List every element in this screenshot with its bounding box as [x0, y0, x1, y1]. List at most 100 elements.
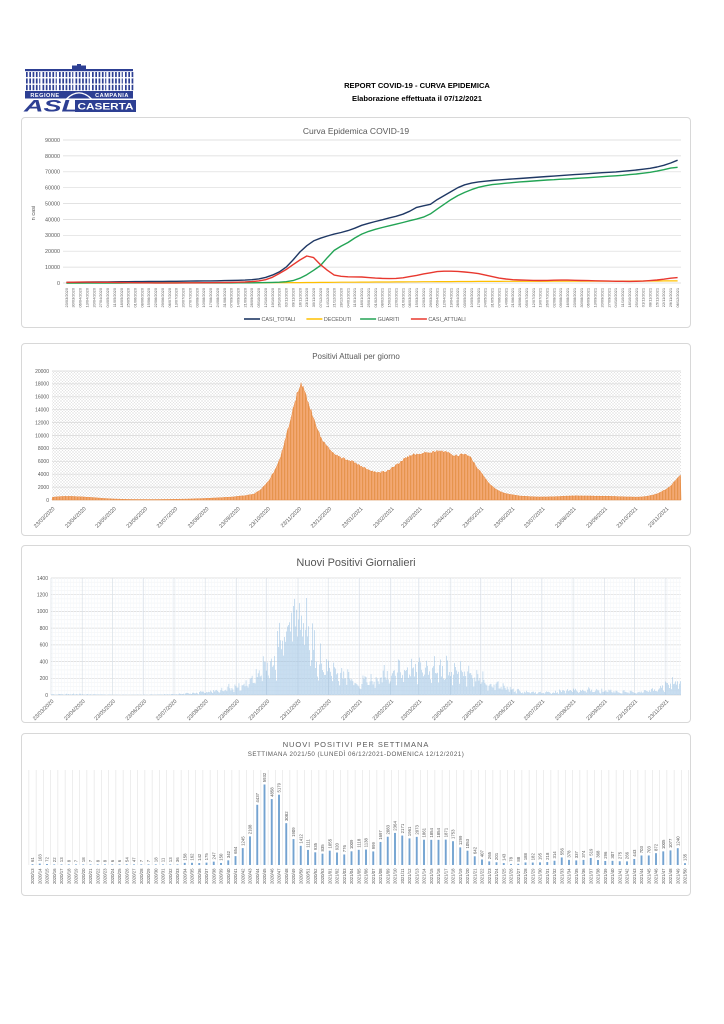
- svg-text:2020/31: 2020/31: [161, 868, 166, 884]
- svg-text:30/11/2020: 30/11/2020: [311, 287, 316, 307]
- svg-text:CASI_TOTALI: CASI_TOTALI: [262, 317, 296, 323]
- svg-text:23/01/2021: 23/01/2021: [340, 699, 363, 722]
- svg-text:28/09/2020: 28/09/2020: [249, 287, 254, 307]
- svg-text:2021/14: 2021/14: [422, 868, 427, 884]
- svg-text:1961: 1961: [407, 826, 412, 836]
- svg-text:19/07/2021: 19/07/2021: [538, 288, 543, 307]
- svg-text:19/10/2020: 19/10/2020: [270, 287, 275, 307]
- svg-text:2021/46: 2021/46: [654, 868, 659, 884]
- svg-text:2020/38: 2020/38: [211, 868, 216, 884]
- svg-text:09/08/2021: 09/08/2021: [558, 288, 563, 307]
- svg-text:26/10/2020: 26/10/2020: [277, 287, 282, 307]
- svg-text:23/11/2021: 23/11/2021: [647, 699, 670, 722]
- svg-text:776: 776: [342, 844, 347, 852]
- svg-text:22: 22: [52, 857, 57, 862]
- svg-text:1245: 1245: [240, 836, 245, 846]
- svg-text:2020/26: 2020/26: [124, 868, 129, 884]
- svg-text:23/12/2020: 23/12/2020: [310, 506, 333, 529]
- svg-text:1200: 1200: [37, 593, 48, 599]
- svg-text:2020/32: 2020/32: [168, 868, 173, 884]
- svg-text:01/03/2021: 01/03/2021: [400, 288, 405, 307]
- svg-text:2020/45: 2020/45: [262, 868, 267, 884]
- svg-text:2020/21: 2020/21: [88, 868, 93, 884]
- svg-text:18: 18: [81, 857, 86, 862]
- svg-text:6: 6: [110, 859, 115, 862]
- svg-text:15/06/2020: 15/06/2020: [146, 287, 151, 307]
- svg-text:1753: 1753: [451, 829, 456, 839]
- svg-text:16/11/2020: 16/11/2020: [297, 287, 302, 307]
- svg-text:11/10/2021: 11/10/2021: [620, 288, 625, 307]
- svg-text:06/12/2021: 06/12/2021: [675, 288, 680, 307]
- svg-text:6000: 6000: [38, 459, 49, 465]
- svg-text:1053: 1053: [465, 838, 470, 848]
- svg-text:8: 8: [95, 859, 100, 862]
- svg-text:12000: 12000: [35, 420, 49, 426]
- svg-text:54: 54: [124, 857, 129, 862]
- svg-text:2021/16: 2021/16: [436, 868, 441, 884]
- svg-text:2073: 2073: [414, 825, 419, 835]
- svg-text:1005: 1005: [661, 839, 666, 849]
- svg-text:2020/41: 2020/41: [233, 868, 238, 884]
- svg-text:Curva Epidemica COVID-19: Curva Epidemica COVID-19: [303, 126, 410, 136]
- svg-text:07/06/2021: 07/06/2021: [496, 288, 501, 307]
- svg-text:08/02/2021: 08/02/2021: [380, 288, 385, 307]
- svg-text:14/12/2020: 14/12/2020: [325, 287, 330, 307]
- svg-text:2020/36: 2020/36: [197, 868, 202, 884]
- svg-text:2020/50: 2020/50: [298, 868, 303, 884]
- svg-text:22/02/2021: 22/02/2021: [393, 288, 398, 307]
- svg-text:2171: 2171: [400, 823, 405, 833]
- svg-text:337: 337: [574, 850, 579, 858]
- svg-text:1400: 1400: [37, 576, 48, 582]
- svg-text:150: 150: [219, 853, 224, 861]
- svg-text:03/08/2020: 03/08/2020: [194, 287, 199, 307]
- svg-text:15/02/2021: 15/02/2021: [387, 288, 392, 307]
- svg-text:407: 407: [480, 850, 485, 858]
- svg-text:200: 200: [40, 676, 49, 682]
- svg-text:28/06/2021: 28/06/2021: [517, 288, 522, 307]
- svg-text:23/08/2021: 23/08/2021: [572, 288, 577, 307]
- svg-text:2021/05: 2021/05: [356, 868, 361, 884]
- svg-text:23/08/2020: 23/08/2020: [186, 699, 209, 722]
- svg-text:2021/15: 2021/15: [429, 868, 434, 884]
- svg-text:2021/07: 2021/07: [371, 868, 376, 884]
- svg-text:n casi: n casi: [31, 206, 37, 221]
- svg-text:2021/04: 2021/04: [349, 868, 354, 884]
- svg-text:1077: 1077: [668, 838, 673, 848]
- svg-text:2020/28: 2020/28: [139, 868, 144, 884]
- svg-text:18: 18: [153, 857, 158, 862]
- svg-text:06/09/2021: 06/09/2021: [586, 288, 591, 307]
- svg-text:2020/47: 2020/47: [277, 868, 282, 884]
- svg-text:23/10/2021: 23/10/2021: [616, 699, 639, 722]
- svg-text:7: 7: [146, 859, 151, 862]
- svg-text:14/09/2020: 14/09/2020: [236, 287, 241, 307]
- svg-text:2020/43: 2020/43: [248, 868, 253, 884]
- svg-text:10000: 10000: [45, 265, 60, 271]
- svg-text:04/01/2021: 04/01/2021: [345, 288, 350, 307]
- svg-text:2020/39: 2020/39: [219, 868, 224, 884]
- svg-text:201: 201: [494, 852, 499, 860]
- svg-text:13/04/2020: 13/04/2020: [84, 287, 89, 307]
- svg-text:2020/51: 2020/51: [306, 868, 311, 884]
- svg-text:1861: 1861: [422, 827, 427, 837]
- svg-text:8: 8: [66, 859, 71, 862]
- svg-text:2020/30: 2020/30: [153, 868, 158, 884]
- svg-text:2021/09: 2021/09: [385, 868, 390, 884]
- svg-text:15/03/2021: 15/03/2021: [414, 288, 419, 307]
- svg-text:2020/27: 2020/27: [132, 868, 137, 884]
- svg-text:03/05/2021: 03/05/2021: [462, 288, 467, 307]
- svg-text:22/06/2020: 22/06/2020: [153, 287, 158, 307]
- svg-text:23/04/2021: 23/04/2021: [431, 699, 454, 722]
- svg-text:23/11/2020: 23/11/2020: [304, 287, 309, 307]
- svg-text:23/05/2020: 23/05/2020: [94, 506, 117, 529]
- svg-text:23/01/2021: 23/01/2021: [341, 506, 364, 529]
- svg-text:23/06/2020: 23/06/2020: [126, 506, 149, 529]
- svg-text:2021/34: 2021/34: [567, 868, 572, 884]
- svg-text:23/04/2021: 23/04/2021: [432, 506, 455, 529]
- svg-text:36: 36: [175, 857, 180, 862]
- svg-text:7: 7: [74, 859, 79, 862]
- svg-text:10/05/2021: 10/05/2021: [469, 288, 474, 307]
- svg-text:23/11/2020: 23/11/2020: [279, 699, 302, 722]
- svg-text:296: 296: [603, 851, 608, 859]
- svg-text:703: 703: [639, 845, 644, 853]
- svg-text:23/07/2020: 23/07/2020: [156, 506, 179, 529]
